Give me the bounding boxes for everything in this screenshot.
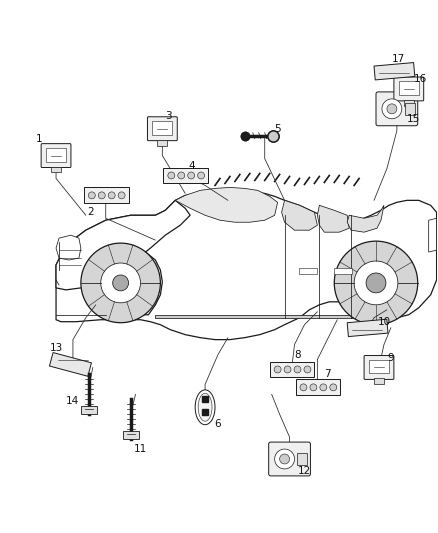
Bar (300, 268, 318, 274)
Text: 14: 14 (66, 397, 80, 406)
Circle shape (294, 366, 301, 373)
Text: 1: 1 (36, 134, 42, 144)
Text: 12: 12 (298, 466, 311, 476)
Polygon shape (429, 218, 437, 252)
Bar (51, 166, 61, 173)
FancyBboxPatch shape (376, 92, 418, 126)
Text: 5: 5 (274, 124, 281, 134)
Bar (297, 453, 307, 465)
Circle shape (304, 366, 311, 373)
FancyBboxPatch shape (364, 356, 394, 379)
Circle shape (320, 384, 327, 391)
Polygon shape (56, 192, 437, 340)
Text: 3: 3 (165, 111, 172, 121)
Circle shape (354, 261, 398, 305)
Bar (405, 103, 415, 115)
Text: 4: 4 (189, 160, 195, 171)
Bar (369, 360, 389, 374)
FancyBboxPatch shape (41, 144, 71, 167)
Circle shape (279, 454, 290, 464)
Ellipse shape (198, 393, 212, 421)
Bar (399, 81, 419, 95)
Bar (49, 352, 92, 376)
Bar (334, 268, 352, 274)
Polygon shape (175, 188, 278, 222)
Circle shape (274, 366, 281, 373)
Bar (404, 100, 414, 106)
Circle shape (81, 243, 160, 322)
Text: 16: 16 (414, 74, 427, 84)
Text: 15: 15 (407, 114, 420, 124)
Polygon shape (89, 248, 162, 315)
Circle shape (108, 192, 115, 199)
Polygon shape (56, 200, 190, 290)
Bar (347, 319, 388, 336)
Text: 13: 13 (49, 343, 63, 352)
Text: 9: 9 (388, 352, 394, 362)
Text: 6: 6 (215, 419, 221, 429)
Circle shape (178, 172, 185, 179)
Circle shape (88, 192, 95, 199)
Circle shape (387, 104, 397, 114)
Ellipse shape (195, 390, 215, 425)
Bar (46, 148, 66, 161)
Text: 8: 8 (294, 350, 301, 360)
Bar (296, 379, 340, 395)
Circle shape (334, 241, 418, 325)
Bar (123, 431, 138, 439)
Circle shape (366, 273, 386, 293)
Circle shape (300, 384, 307, 391)
Circle shape (382, 99, 402, 119)
Circle shape (118, 192, 125, 199)
Circle shape (101, 263, 141, 303)
FancyBboxPatch shape (394, 77, 424, 101)
Circle shape (330, 384, 337, 391)
Text: 10: 10 (378, 317, 391, 327)
Bar (270, 361, 314, 377)
Text: 7: 7 (324, 369, 331, 379)
Circle shape (113, 275, 129, 291)
Circle shape (188, 172, 194, 179)
Polygon shape (347, 205, 384, 232)
Bar (81, 406, 97, 414)
Bar (157, 140, 167, 146)
Text: 11: 11 (134, 444, 147, 454)
Polygon shape (56, 235, 81, 260)
Circle shape (310, 384, 317, 391)
Circle shape (275, 449, 294, 469)
Text: 2: 2 (88, 207, 94, 217)
Circle shape (168, 172, 175, 179)
Bar (374, 378, 384, 384)
Polygon shape (282, 200, 318, 230)
FancyBboxPatch shape (268, 442, 311, 476)
Polygon shape (318, 205, 349, 232)
Bar (374, 62, 415, 80)
Circle shape (198, 172, 205, 179)
FancyBboxPatch shape (148, 117, 177, 141)
Text: 17: 17 (392, 54, 406, 64)
Bar (163, 167, 208, 183)
Circle shape (98, 192, 105, 199)
Bar (152, 121, 172, 135)
Polygon shape (155, 315, 354, 318)
Polygon shape (341, 248, 409, 315)
Circle shape (284, 366, 291, 373)
Bar (84, 188, 129, 203)
